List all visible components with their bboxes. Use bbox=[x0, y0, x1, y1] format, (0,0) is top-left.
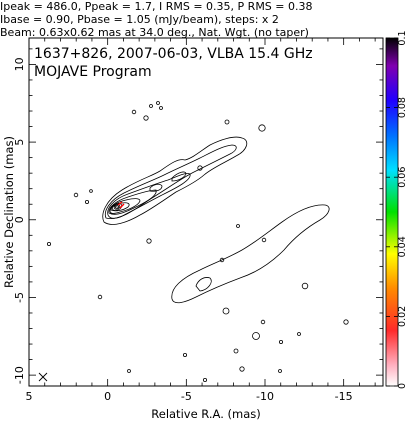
noise-contour bbox=[222, 307, 230, 315]
x-tick-label: 0 bbox=[104, 390, 111, 403]
noise-contour bbox=[239, 366, 245, 372]
jet-contour bbox=[109, 198, 141, 214]
x-tick-label: 5 bbox=[26, 390, 33, 403]
colorbar-tick-label: 0 bbox=[397, 383, 408, 389]
noise-contour bbox=[260, 319, 266, 325]
jet-knot-contour bbox=[171, 171, 187, 182]
polarization-vectors bbox=[117, 201, 125, 209]
noise-contour bbox=[219, 257, 225, 263]
noise-contour bbox=[343, 319, 349, 325]
noise-contour bbox=[73, 192, 79, 198]
x-tick-label: -15 bbox=[335, 390, 353, 403]
y-tick-label: 5 bbox=[13, 139, 26, 146]
noise-contour bbox=[149, 104, 153, 108]
noise-contour bbox=[143, 115, 149, 121]
colorbar-tick-label: 0.04 bbox=[397, 236, 408, 257]
jet-contour bbox=[104, 144, 237, 220]
noise-contour bbox=[146, 238, 152, 244]
colorbar-tick-label: 0.06 bbox=[397, 167, 408, 188]
noise-contour bbox=[278, 339, 283, 344]
core-contour bbox=[113, 204, 121, 210]
noise-contour bbox=[202, 377, 207, 382]
noise-contour bbox=[47, 241, 52, 246]
jet-knot-contour bbox=[149, 183, 163, 192]
core-contour bbox=[111, 203, 123, 211]
y-tick-label: -10 bbox=[13, 366, 26, 384]
noise-contour bbox=[301, 282, 309, 290]
noise-contour bbox=[89, 189, 93, 193]
polarization-vector bbox=[117, 201, 123, 206]
beam-marker bbox=[38, 372, 48, 382]
x-tick-label: -10 bbox=[256, 390, 274, 403]
x-tick-label: -5 bbox=[181, 390, 192, 403]
polarization-vector bbox=[119, 203, 125, 209]
noise-contour bbox=[159, 106, 163, 110]
jet-contour bbox=[108, 189, 157, 215]
noise-contour bbox=[131, 109, 137, 115]
y-tick-label: 10 bbox=[13, 57, 26, 71]
noise-contour bbox=[297, 332, 301, 336]
header-line-3: Beam: 0.63x0.62 mas at 34.0 deg., Nat. W… bbox=[0, 26, 309, 39]
header-line-1: Ipeak = 486.0, Ppeak = 1.7, I RMS = 0.35… bbox=[0, 0, 313, 13]
jet-contour bbox=[107, 173, 191, 219]
y-tick-label: -5 bbox=[13, 292, 26, 303]
plot-frame bbox=[28, 37, 384, 387]
noise-contour bbox=[233, 348, 239, 354]
header-line-2: Ibase = 0.90, Pbase = 1.05 (mJy/beam), s… bbox=[0, 13, 279, 26]
contour-map bbox=[47, 101, 349, 382]
lobe-contour bbox=[171, 204, 330, 304]
jet-contour bbox=[110, 202, 130, 212]
colorbar-ticks: 0 0.02 0.04 0.06 0.08 0.1 bbox=[386, 30, 408, 389]
jet-contour bbox=[102, 136, 248, 225]
core-contour bbox=[115, 205, 119, 209]
noise-contour bbox=[182, 352, 187, 357]
colorbar-tick-label: 0.02 bbox=[397, 306, 408, 327]
x-axis-label: Relative R.A. (mas) bbox=[151, 407, 260, 421]
noise-contour bbox=[278, 369, 282, 373]
lobe-contour bbox=[195, 277, 212, 292]
source-title: 1637+826, 2007-06-03, VLBA 15.4 GHz bbox=[34, 46, 313, 62]
noise-contour bbox=[236, 224, 240, 228]
noise-contour bbox=[261, 237, 267, 243]
noise-contour bbox=[156, 101, 160, 105]
noise-contour bbox=[127, 369, 131, 373]
y-tick-label: 0 bbox=[13, 216, 26, 223]
noise-contour bbox=[97, 294, 103, 300]
colorbar bbox=[385, 37, 399, 387]
colorbar-tick-label: 0.1 bbox=[397, 30, 408, 45]
colorbar-tick-label: 0.08 bbox=[397, 97, 408, 118]
noise-contour bbox=[197, 165, 203, 171]
axis-ticks: 5 0 -5 -10 -15 10 5 0 -5 -10 bbox=[13, 38, 383, 403]
program-title: MOJAVE Program bbox=[34, 64, 152, 80]
noise-contour bbox=[258, 124, 266, 132]
noise-contour bbox=[224, 119, 230, 125]
noise-contour bbox=[85, 199, 90, 204]
noise-contour bbox=[252, 332, 260, 340]
y-axis-label: Relative Declination (mas) bbox=[2, 136, 16, 288]
